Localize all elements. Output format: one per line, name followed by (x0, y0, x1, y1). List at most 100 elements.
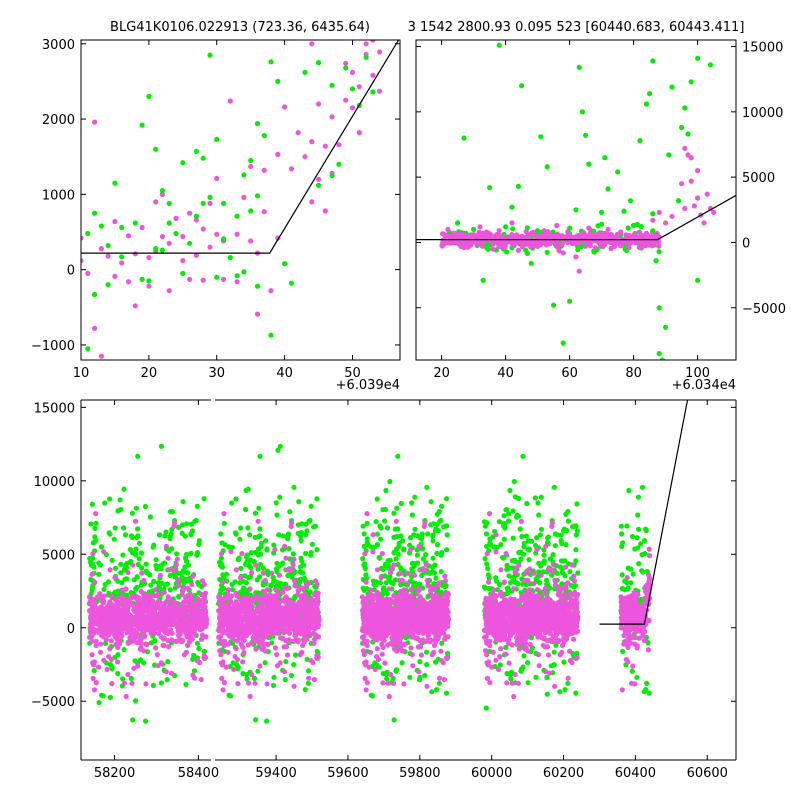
panel-c-season-1-green-point (167, 572, 173, 579)
panel-b-series-green-point (461, 135, 467, 141)
panel-b-series-green-point (631, 222, 637, 229)
panel-c-season-3-magenta-point (393, 518, 399, 524)
panel-c-season-2-magenta-point (281, 669, 288, 675)
panel-c-season-2-green-point (297, 564, 303, 570)
panel-c-season-2-green-point (276, 532, 282, 538)
panel-c-season-2-magenta-point (218, 606, 224, 612)
panel-b-series-green-point (560, 340, 566, 346)
panel-c-season-2-magenta-point (250, 628, 256, 634)
panel-c-season-2-magenta-point (306, 601, 312, 607)
panel-b-series-magenta (445, 145, 717, 274)
panel-c-season-1-magenta-point (198, 636, 205, 642)
panel-c-season-2-magenta-point (252, 680, 258, 686)
panel-a-series-green-point (275, 78, 281, 84)
panel-c-season-3-green-point (378, 536, 384, 542)
panel-c-season-2-magenta-point (269, 570, 275, 576)
panel-c-season-2-magenta-point (314, 595, 321, 602)
panel-c-season-3-magenta-point (434, 601, 440, 607)
panel-c-season-3-magenta-point (436, 580, 442, 586)
panel-c-season-2-green-point (277, 443, 283, 449)
panel-c-season-3-green-point (380, 586, 386, 592)
panel-c-season-3-green-point (428, 499, 434, 505)
panel-c-season-1-magenta-point (177, 638, 183, 644)
panel-c-season-2-green-point (284, 534, 291, 540)
panel-c-season-1-magenta-point (189, 619, 195, 626)
panel-c-season-2-magenta-point (250, 635, 256, 641)
panel-c-season-2-magenta-point (256, 597, 262, 603)
panel-b-series-green-point (503, 224, 509, 230)
panel-c-season-1-magenta-point (124, 605, 131, 611)
panel-c-season-1-magenta-point (114, 659, 121, 665)
panel-c-season-3-magenta-point (380, 607, 386, 613)
panel-c-season-1-magenta-point (116, 608, 122, 614)
panel-c-season-3-green-point (387, 478, 393, 485)
panel-b-series-magenta-point (618, 229, 624, 235)
panel-c-season-1-magenta-point (189, 581, 195, 588)
panel-c-season-3-green-point (417, 659, 423, 665)
panel-c-season-1-magenta-point (106, 654, 112, 660)
panel-b-series-magenta-point (503, 235, 509, 242)
panel-c-season-1-green-point (139, 565, 145, 571)
panel-c-season-2-green-point (292, 652, 299, 658)
panel-c-season-1-green-point (201, 648, 207, 655)
panel-a-series-magenta-point (214, 231, 220, 237)
panel-c-season-2-green-point (251, 675, 258, 682)
panel-c-season-3-magenta-point (418, 652, 424, 658)
panel-b-series-magenta-point (711, 209, 717, 215)
panel-c-season-1-magenta-point (104, 628, 111, 634)
panel-a-ytick-label: 1000 (42, 188, 75, 203)
panel-b-series-green-point (669, 84, 675, 90)
panel-c-season-2-magenta-point (269, 618, 275, 625)
panel-c-season-2-magenta-point (268, 631, 274, 637)
panel-c-season-1-green-point (118, 561, 124, 567)
panel-c-season-2-magenta-point (220, 687, 226, 693)
panel-c-season-1-magenta-point (113, 641, 119, 648)
panel-a-xtick-label: 20 (141, 366, 158, 381)
panel-b-series-green-point (538, 134, 544, 140)
panel-c-season-1-magenta-point (125, 671, 131, 678)
panel-b-series-magenta-point (535, 243, 541, 249)
panel-c-season-1-magenta-point (178, 616, 184, 622)
panel-c-season-3-magenta-point (380, 680, 386, 686)
panel-c-season-3-green-point (394, 533, 400, 540)
panel-a-series-green-point (193, 213, 199, 219)
panel-c-season-3-green-point (393, 556, 399, 562)
panel-c-season-2-magenta-point (220, 579, 226, 585)
panel-c-season-2-magenta-point (272, 645, 278, 651)
panel-b-series-green-point (544, 164, 550, 170)
panel-b-baseline-magenta-point (603, 232, 609, 238)
panel-c-season-4-green-point (501, 536, 507, 542)
panel-b-baseline-magenta-point (596, 239, 602, 245)
panel-c-season-3-green-point (394, 505, 400, 511)
panel-b-series-green-point (643, 101, 650, 107)
panel-c-season-3-green-point (426, 570, 433, 576)
panel-c-season-3-green-point (385, 558, 391, 564)
panel-b-series-green-point (695, 277, 701, 283)
panel-c-season-2-green-point (271, 542, 277, 548)
panel-a-series-magenta-point (92, 119, 98, 125)
panel-c-season-4-green-point (521, 544, 527, 550)
panel-c-season-2-green-point (270, 682, 276, 689)
panel-c-season-2-magenta-point (283, 621, 289, 627)
panel-c-season-1-magenta-point (176, 626, 182, 633)
panel-c-season-2-green-point (304, 528, 310, 534)
panel-c-season-2-green-point (280, 533, 286, 539)
panel-c-season-1-green-point (194, 640, 200, 646)
panel-c-season-1-green-point (169, 546, 175, 552)
panel-c-season-2-magenta-point (305, 580, 311, 586)
panel-c-season-3-green-point (382, 518, 388, 524)
panel-c-season-2-magenta-point (282, 612, 288, 618)
panel-c-season-1-green-point (135, 453, 141, 459)
panel-c-season-2-magenta-point (297, 585, 303, 592)
panel-c-season-1-magenta-point (189, 623, 195, 629)
panel-a-series-magenta-point (193, 217, 199, 223)
panel-c-season-1-green-point (167, 587, 173, 593)
panel-c-season-3-magenta-point (408, 645, 414, 651)
panel-c-season-1-green-point (118, 506, 124, 513)
panel-c-season-2-green-point (298, 533, 304, 539)
panel-c-season-3-green-point (374, 531, 380, 537)
panel-c-season-3-magenta-point (372, 611, 378, 618)
panel-c-season-3-green-point (373, 519, 379, 525)
panel-c-season-2-magenta-point (218, 551, 225, 557)
panel-c-season-1-green-point (121, 486, 127, 492)
